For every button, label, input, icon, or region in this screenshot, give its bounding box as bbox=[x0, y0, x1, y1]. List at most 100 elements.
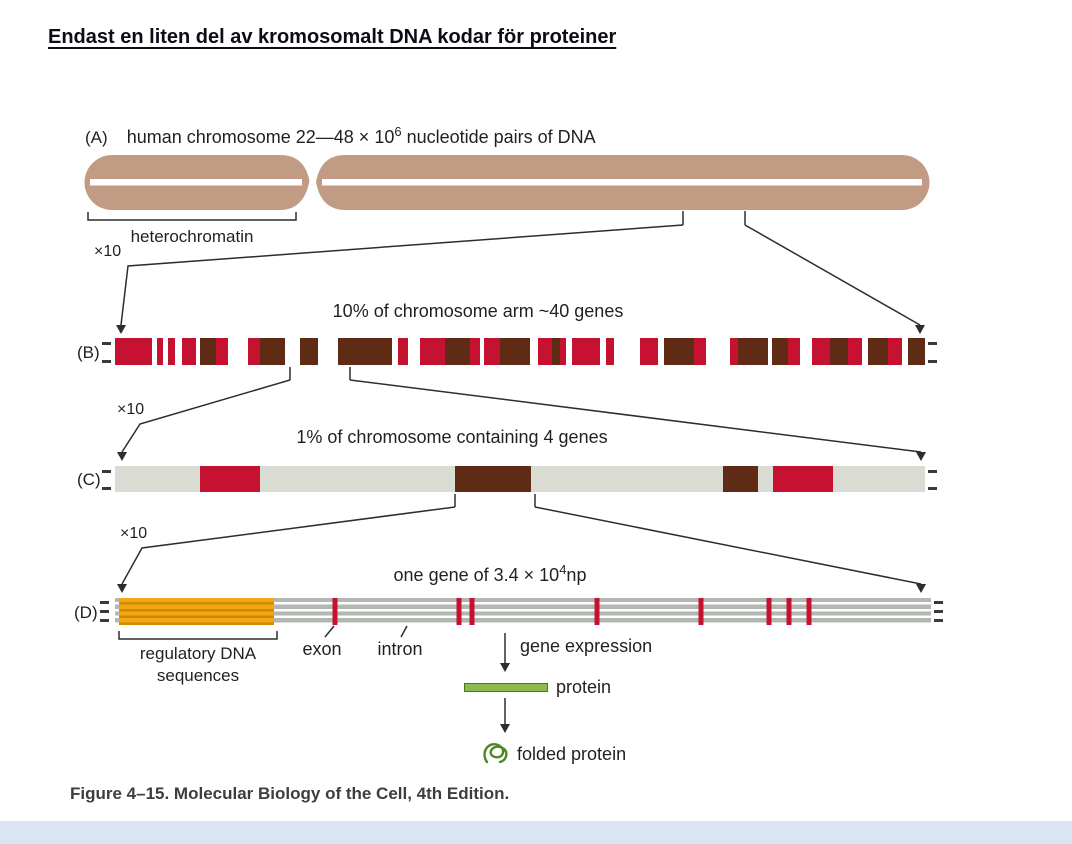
panel-d-heading: one gene of 3.4 × 104np bbox=[393, 562, 587, 585]
gene-bar bbox=[115, 598, 931, 625]
bar-cut-dash bbox=[100, 610, 109, 613]
exon-tick bbox=[594, 598, 600, 625]
exon-tick bbox=[332, 598, 338, 625]
zoom-line-bc-left bbox=[121, 379, 291, 453]
exon-tick bbox=[786, 598, 792, 625]
bar-cut-dash bbox=[928, 487, 937, 490]
panel-c-letter: (C) bbox=[77, 470, 101, 489]
bar-b-segment bbox=[182, 338, 196, 365]
exon-label: exon bbox=[302, 639, 342, 659]
bar-b-segment bbox=[572, 338, 600, 365]
folded-protein-icon bbox=[483, 742, 508, 764]
bar-b-segment bbox=[606, 338, 614, 365]
regulatory-bracket bbox=[118, 631, 278, 640]
bar-b-segment bbox=[163, 338, 168, 365]
exon-tick bbox=[469, 598, 475, 625]
down-arrowhead-icon bbox=[117, 584, 127, 593]
bar-c-gene-block bbox=[723, 466, 759, 492]
bar-b-segment bbox=[318, 338, 338, 365]
bar-b-segment bbox=[800, 338, 812, 365]
chromosome-arm-bar bbox=[115, 338, 925, 365]
intron-pointer-line bbox=[400, 625, 408, 638]
bar-b-segment bbox=[552, 338, 560, 365]
bar-b-segment bbox=[500, 338, 530, 365]
exon-tick bbox=[766, 598, 772, 625]
panel-a-heading-text: human chromosome 22—48 × 106 nucleotide … bbox=[126, 124, 596, 147]
bar-b-segment bbox=[560, 338, 566, 365]
zoom-line-cd-right bbox=[534, 506, 922, 585]
bar-b-segment bbox=[908, 338, 925, 365]
heterochromatin-bracket bbox=[87, 212, 297, 221]
bar-b-segment bbox=[157, 338, 163, 365]
chromosome-region-bar bbox=[115, 466, 925, 492]
bar-b-segment bbox=[470, 338, 480, 365]
panel-c-heading: 1% of chromosome containing 4 genes bbox=[296, 427, 608, 447]
regulatory-dna-region bbox=[119, 598, 275, 625]
bar-c-gene-block bbox=[772, 466, 833, 492]
bar-b-segment bbox=[600, 338, 606, 365]
bar-cut-dash bbox=[928, 342, 937, 345]
gene-expression-label: gene expression bbox=[520, 636, 653, 656]
panel-a-heading: (A) human chromosome 22—48 × 106 nucleot… bbox=[85, 124, 596, 148]
magnification-label-3: ×10 bbox=[120, 525, 148, 542]
bar-b-segment bbox=[228, 338, 248, 365]
zoom-line-ab-right bbox=[744, 224, 921, 326]
protein-bar bbox=[464, 683, 548, 692]
bar-b-segment bbox=[484, 338, 500, 365]
panel-b-letter: (B) bbox=[77, 343, 100, 362]
bar-b-segment bbox=[888, 338, 902, 365]
bar-b-segment bbox=[408, 338, 420, 365]
bar-b-segment bbox=[868, 338, 888, 365]
bar-b-segment bbox=[694, 338, 706, 365]
exon-tick bbox=[456, 598, 462, 625]
bottom-strip bbox=[0, 821, 1072, 844]
bar-cut-dash bbox=[102, 470, 111, 473]
bar-b-segment bbox=[168, 338, 175, 365]
bar-b-segment bbox=[788, 338, 800, 365]
bar-b-segment bbox=[768, 338, 772, 365]
down-arrowhead-icon bbox=[117, 452, 127, 461]
exon-tick bbox=[698, 598, 704, 625]
down-arrowhead-icon bbox=[500, 724, 510, 733]
bar-b-segment bbox=[152, 338, 157, 365]
bar-b-segment bbox=[260, 338, 285, 365]
bar-cut-dash bbox=[102, 360, 111, 363]
bar-b-segment bbox=[175, 338, 182, 365]
bar-cut-dash bbox=[934, 601, 943, 604]
bar-b-segment bbox=[338, 338, 392, 365]
bar-b-segment bbox=[115, 338, 152, 365]
panel-a-letter: (A) bbox=[85, 128, 108, 147]
bar-b-segment bbox=[706, 338, 730, 365]
bar-b-segment bbox=[566, 338, 572, 365]
bar-c-gene-block bbox=[200, 466, 260, 492]
bar-b-segment bbox=[216, 338, 228, 365]
down-arrowhead-icon bbox=[916, 452, 926, 461]
slide-title: Endast en liten del av kromosomalt DNA k… bbox=[48, 26, 617, 48]
bar-cut-dash bbox=[934, 610, 943, 613]
bar-b-segment bbox=[392, 338, 398, 365]
bar-cut-dash bbox=[100, 601, 109, 604]
bar-b-segment bbox=[848, 338, 862, 365]
heterochromatin-label: heterochromatin bbox=[130, 227, 254, 246]
exon-pointer-line bbox=[324, 625, 335, 638]
bar-cut-dash bbox=[934, 619, 943, 622]
panel-b-heading: 10% of chromosome arm ~40 genes bbox=[332, 301, 624, 321]
chromosome-left-arm bbox=[84, 155, 310, 210]
magnification-label-2: ×10 bbox=[117, 401, 145, 418]
figure-caption: Figure 4–15. Molecular Biology of the Ce… bbox=[70, 784, 510, 803]
bar-b-segment bbox=[200, 338, 216, 365]
regulatory-label-line2: sequences bbox=[156, 666, 240, 685]
chromosome-right-arm bbox=[316, 155, 930, 210]
protein-label: protein bbox=[556, 677, 612, 697]
bar-b-segment bbox=[862, 338, 868, 365]
down-arrowhead-icon bbox=[916, 584, 926, 593]
bar-cut-dash bbox=[102, 487, 111, 490]
chromatid-divider-left bbox=[90, 179, 302, 186]
down-arrowhead-icon bbox=[500, 663, 510, 672]
bar-b-segment bbox=[738, 338, 768, 365]
bar-b-segment bbox=[300, 338, 318, 365]
bar-b-segment bbox=[538, 338, 552, 365]
bar-c-gene-block bbox=[455, 466, 531, 492]
bar-b-segment bbox=[658, 338, 664, 365]
